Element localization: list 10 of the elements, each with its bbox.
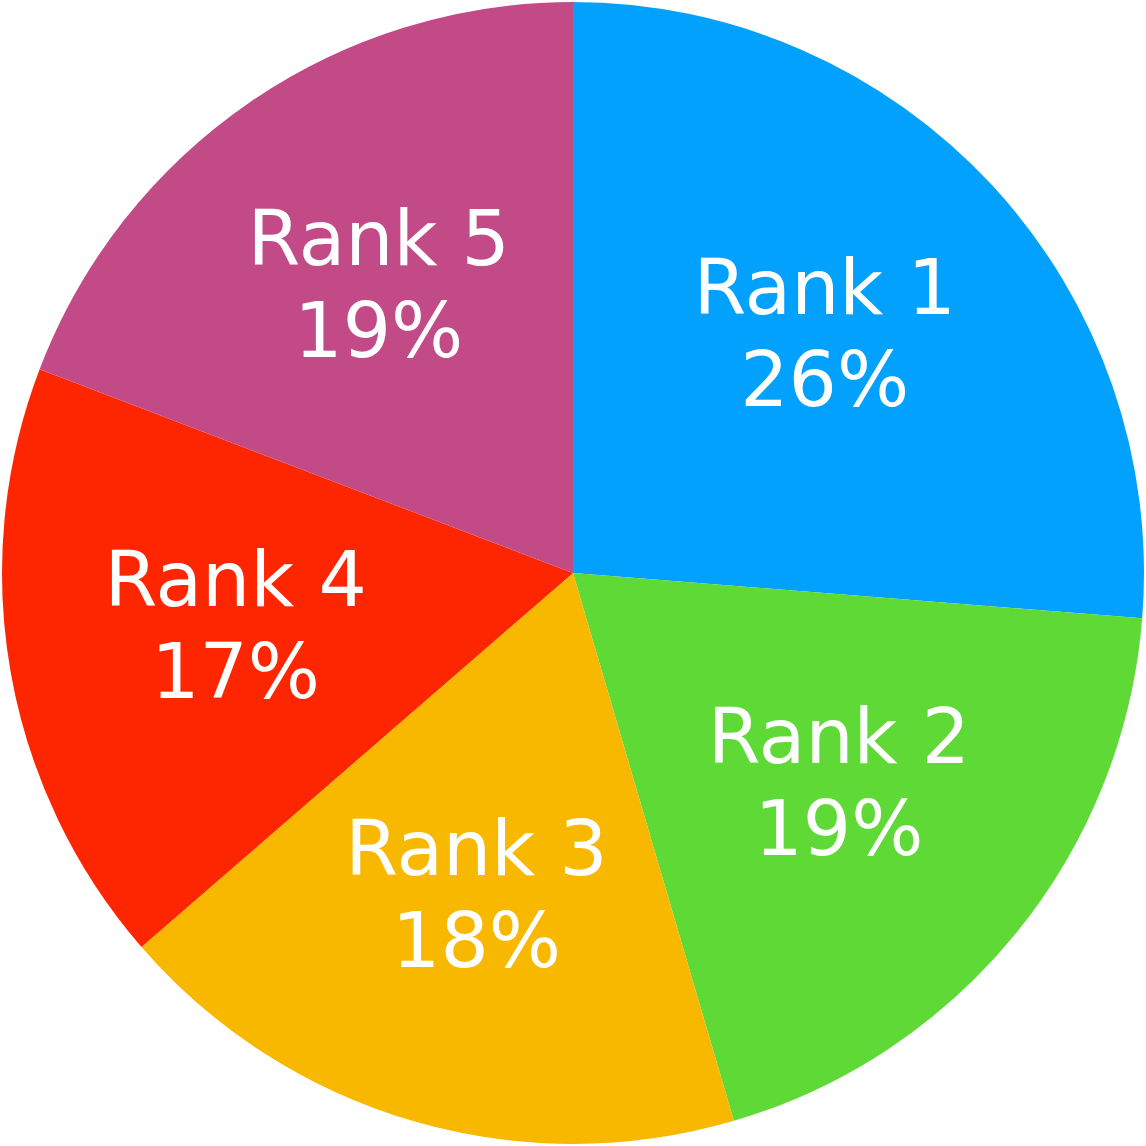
slice-label: Rank 1 (693, 243, 956, 333)
slice-label: Rank 4 (104, 535, 367, 625)
data-label: 26% (740, 335, 910, 425)
data-label: 18% (392, 896, 561, 986)
data-label: 17% (151, 627, 321, 717)
data-label: 19% (294, 285, 464, 375)
slice-label: Rank 3 (345, 804, 608, 894)
data-label: 19% (754, 783, 924, 873)
slice-label: Rank 5 (247, 193, 510, 283)
slice-label: Rank 2 (707, 691, 971, 781)
